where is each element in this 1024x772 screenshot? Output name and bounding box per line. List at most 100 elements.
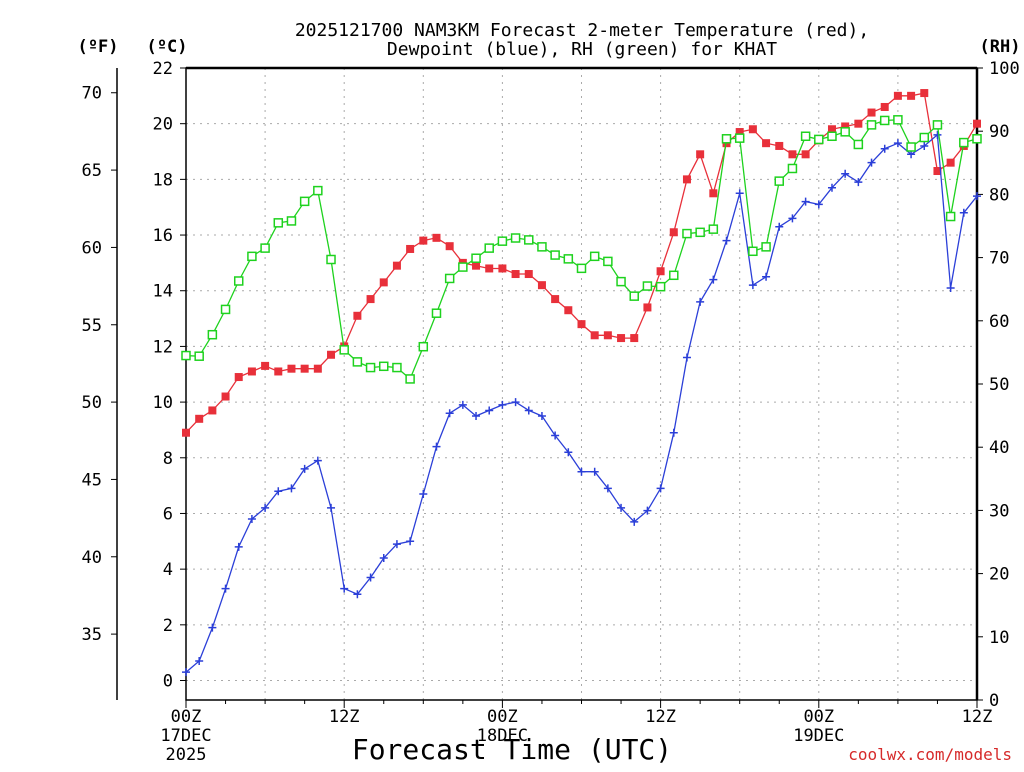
temperature-point: [617, 334, 626, 343]
celsius-tick-label: 6: [163, 504, 173, 524]
celsius-tick-label: 10: [153, 393, 173, 413]
dewpoint-point: [300, 464, 309, 473]
rh-point: [550, 250, 560, 260]
data-series: [181, 89, 982, 677]
temperature-point: [287, 364, 296, 373]
temperature-point: [682, 175, 691, 184]
dewpoint-point: [656, 484, 665, 493]
temperature-point: [603, 331, 612, 340]
rh-unit-label: (RH): [980, 37, 1021, 57]
temperature-point: [577, 320, 586, 329]
rh-point: [616, 276, 626, 287]
dewpoint-point: [392, 540, 401, 549]
series-rh: [181, 115, 982, 384]
dewpoint-point: [893, 139, 902, 148]
series-temperature: [182, 89, 981, 437]
temperature-point: [419, 236, 428, 245]
rh-point: [458, 262, 468, 272]
dewpoint-point: [327, 503, 336, 512]
temperature-point: [788, 150, 797, 159]
dewpoint-point: [551, 431, 560, 440]
rh-tick-label: 50: [989, 375, 1009, 395]
dewpoint-point: [735, 189, 744, 198]
dewpoint-point: [195, 657, 204, 666]
rh-point: [392, 362, 402, 373]
rh-point: [247, 251, 257, 262]
rh-point: [576, 263, 587, 274]
temperature-point: [775, 141, 784, 150]
rh-tick-label: 10: [989, 628, 1009, 648]
rh-point: [233, 276, 244, 286]
temperature-point: [933, 167, 942, 176]
celsius-unit-label: (ºC): [147, 37, 188, 57]
rh-point: [787, 163, 798, 174]
chart-subtitle: Dewpoint (blue), RH (green) for KHAT: [387, 39, 777, 60]
celsius-tick-label: 4: [163, 560, 173, 580]
rh-tick-label: 100: [989, 59, 1020, 79]
fahrenheit-tick-label: 55: [82, 316, 102, 336]
temperature-point: [801, 150, 810, 159]
temperature-point: [327, 350, 336, 359]
celsius-tick-label: 18: [153, 170, 173, 190]
rh-point: [589, 251, 600, 262]
temperature-point: [590, 331, 599, 340]
rh-point: [972, 134, 982, 144]
dewpoint-point: [590, 467, 599, 476]
x-tick-label: 00Z: [803, 707, 834, 727]
dewpoint-point: [208, 623, 217, 632]
temperature-point: [748, 125, 757, 134]
dewpoint-point: [524, 406, 533, 415]
dewpoint-point: [959, 208, 968, 217]
rh-point: [207, 329, 218, 340]
temperature-point: [946, 158, 955, 167]
rh-point: [827, 131, 837, 142]
rh-point: [431, 308, 442, 318]
rh-point: [734, 133, 745, 143]
fahrenheit-tick-label: 40: [82, 548, 102, 568]
x-tick-label: 12Z: [645, 707, 676, 727]
rh-point: [919, 132, 930, 143]
rh-point: [524, 235, 534, 245]
rh-point: [299, 196, 310, 207]
temperature-point: [973, 119, 981, 128]
temperature-point: [630, 334, 639, 343]
fahrenheit-tick-label: 70: [82, 84, 102, 104]
temperature-point: [445, 242, 454, 251]
temperature-point: [537, 281, 546, 290]
rh-point: [959, 137, 969, 148]
rh-point: [194, 351, 204, 361]
dewpoint-point: [247, 515, 256, 524]
celsius-tick-label: 8: [163, 449, 173, 469]
rh-point: [484, 243, 494, 253]
temperature-point: [247, 367, 256, 376]
dewpoint-point: [827, 183, 836, 192]
dewpoint-point: [696, 297, 705, 306]
celsius-tick-label: 2: [163, 616, 173, 636]
celsius-tick-label: 16: [153, 226, 173, 246]
rh-point: [286, 216, 297, 226]
dewpoint-point: [419, 489, 428, 498]
temperature-point: [656, 267, 665, 276]
rh-point: [563, 254, 574, 264]
rh-tick-label: 60: [989, 312, 1009, 332]
rh-point: [774, 176, 784, 186]
dewpoint-point: [366, 573, 375, 582]
series-dewpoint: [182, 130, 981, 677]
dewpoint-point: [274, 487, 283, 496]
credit-text: coolwx.com/models: [848, 745, 1012, 764]
temperature-point: [564, 306, 573, 315]
rh-point: [273, 218, 284, 228]
x-tick-label: 12Z: [962, 707, 993, 727]
temperature-point: [379, 278, 388, 287]
dewpoint-point: [603, 484, 612, 493]
dewpoint-point: [814, 200, 823, 209]
dewpoint-point: [234, 542, 243, 551]
temperature-point: [485, 264, 494, 273]
dewpoint-point: [261, 503, 270, 512]
fahrenheit-tick-label: 65: [82, 161, 102, 181]
rh-point: [510, 233, 521, 243]
rh-point: [444, 273, 455, 284]
fahrenheit-tick-label: 45: [82, 470, 102, 490]
temperature-point: [261, 361, 270, 370]
temperature-point: [551, 295, 560, 304]
